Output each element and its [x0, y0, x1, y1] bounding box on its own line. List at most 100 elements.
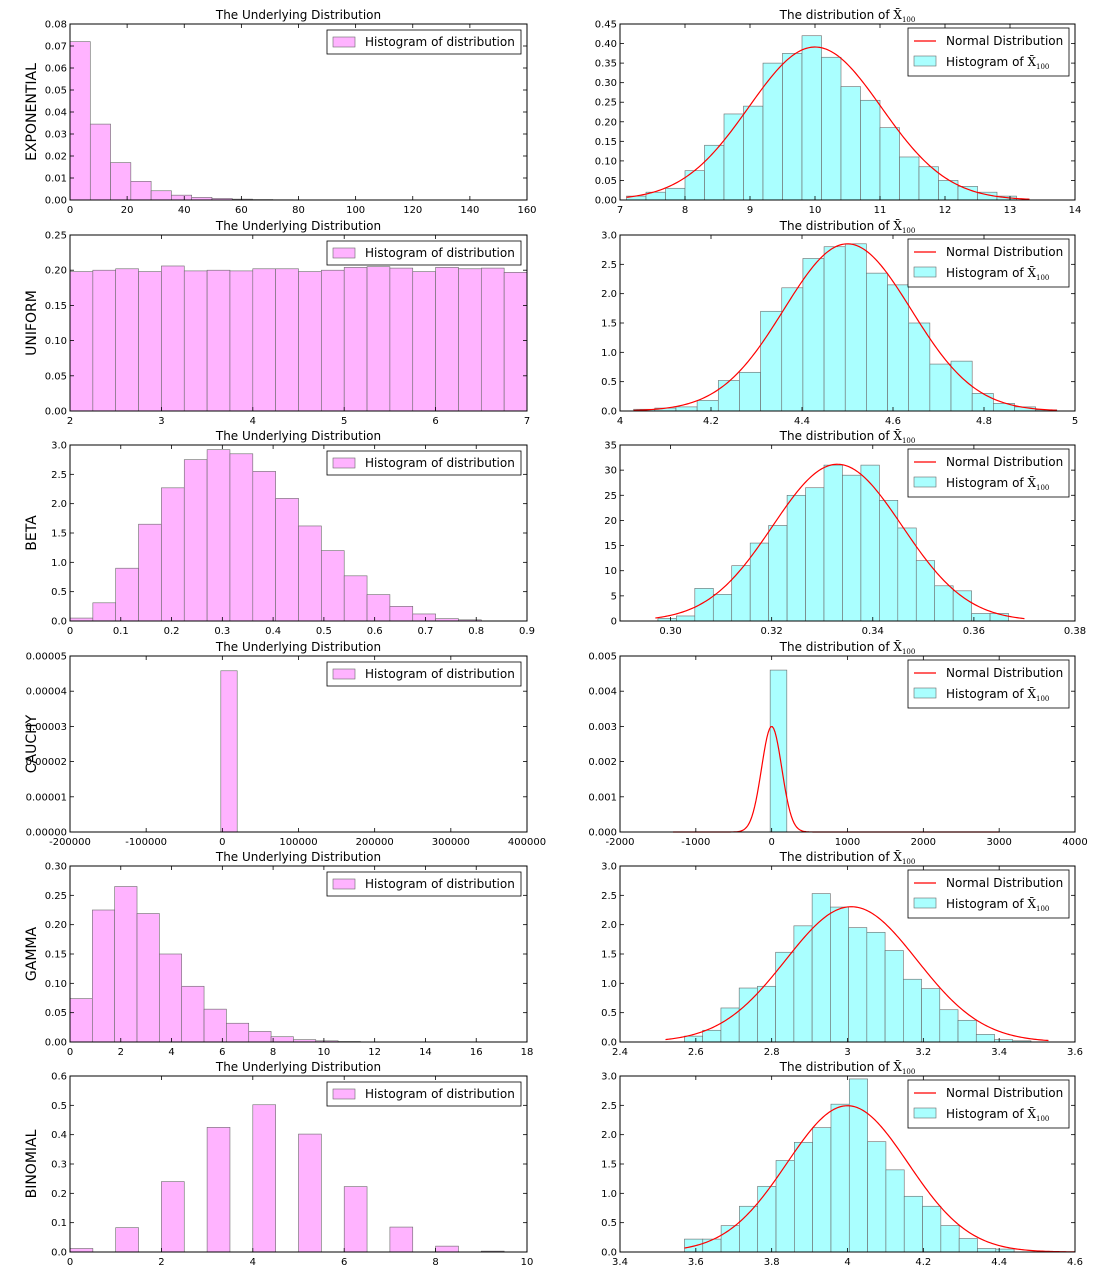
x-tick-label: 3.6: [1067, 1047, 1083, 1058]
uniform-sample-mean-bar: [823, 246, 846, 412]
y-tick-label: 1.5: [51, 529, 67, 540]
x-tick-label: 3.4: [991, 1047, 1007, 1058]
uniform-sample-mean-bar: [802, 258, 825, 412]
beta-underlying-bar: [275, 498, 299, 622]
x-tick-label: 11: [874, 205, 887, 216]
uniform-sample-mean-bar: [929, 363, 952, 412]
x-tick-label: 14: [419, 1047, 432, 1058]
legend-swatch: [332, 1088, 356, 1100]
beta-underlying-panel: 0 0.1 0.2 0.3 0.4 0.5 0.6 0.7 0.8 0.9 0.0 0.5 1.0 1.5…: [24, 429, 535, 637]
exponential-sample-mean-panel: 7 8 9 10 11 12 13 14 0.00 0.05 0.10 0.15 0.20 0.25 0.3…: [595, 7, 1082, 216]
y-tick-label: 2.5: [601, 891, 617, 902]
gamma-underlying-bar: [92, 909, 115, 1043]
row-label: BINOMIAL: [24, 1129, 40, 1198]
uniform-underlying-axes: [69, 234, 528, 412]
gamma-sample-mean-bar: [975, 1034, 995, 1043]
binomial-sample-mean-bar: [830, 1103, 850, 1253]
y-tick-label: 3.0: [601, 862, 617, 873]
y-tick-label: 0.5: [51, 1101, 67, 1112]
x-tick-label: 8: [432, 1257, 438, 1268]
exponential-underlying-bar: [110, 162, 132, 201]
uniform-underlying-bar: [92, 269, 116, 412]
uniform-underlying-bar: [321, 269, 345, 412]
exponential-underlying-bar: [171, 194, 192, 201]
panel-title: The distribution of X̄100: [779, 639, 916, 656]
y-tick-label: 0.1: [51, 1218, 67, 1229]
beta-underlying-bar: [206, 449, 231, 622]
x-tick-label: 100: [346, 205, 365, 216]
x-tick-label: 0.6: [367, 626, 383, 637]
x-tick-label: 0.1: [113, 626, 129, 637]
x-tick-label: 2: [158, 1257, 164, 1268]
gamma-sample-mean-bar: [684, 1035, 704, 1043]
x-tick-label: 3: [158, 416, 164, 427]
legend-label: Histogram of distribution: [365, 456, 515, 470]
y-tick-label: 1.0: [51, 558, 67, 569]
x-tick-label: 0.4: [265, 626, 281, 637]
exponential-sample-mean-bar: [879, 127, 900, 201]
uniform-underlying-bar: [298, 271, 322, 412]
x-tick-label: 8: [682, 205, 688, 216]
beta-underlying-bar: [92, 602, 116, 622]
binomial-sample-mean-panel: 3.4 3.6 3.8 4 4.2 4.4 4.6 0.0 0.5 1.0 1.5 2.0 2.5 3.0…: [601, 1059, 1083, 1268]
beta-underlying-bar: [229, 453, 254, 622]
x-tick-label: 2.8: [764, 1047, 780, 1058]
legend-label: Histogram of distribution: [365, 246, 515, 260]
y-tick-label: 0.15: [45, 950, 67, 961]
x-tick-label: 7: [617, 205, 623, 216]
uniform-underlying-bar: [183, 270, 208, 412]
y-tick-label: 0.00005: [26, 652, 67, 663]
cauchy-underlying-legend: Histogram of distribution: [326, 661, 522, 687]
panel-title: The distribution of X̄100: [779, 218, 916, 235]
binomial-sample-mean-bar: [848, 1078, 868, 1253]
uniform-underlying-bar: [503, 272, 528, 412]
exponential-sample-mean-bar: [899, 156, 920, 201]
x-tick-label: 8: [270, 1047, 276, 1058]
uniform-underlying-bar: [138, 271, 162, 412]
legend-label: Histogram of X̄100: [946, 475, 1049, 492]
uniform-underlying-bar: [458, 268, 482, 412]
x-tick-label: -2000: [605, 837, 634, 848]
y-tick-label: 0.002: [588, 757, 617, 768]
beta-sample-mean-bar: [952, 590, 972, 622]
y-tick-label: 25: [604, 491, 617, 502]
gamma-sample-mean-bar: [884, 950, 904, 1043]
binomial-underlying-bar: [161, 1181, 185, 1253]
y-tick-label: 0.45: [595, 20, 617, 31]
uniform-underlying-panel: 2 3 4 5 6 7 0.00 0.05 0.10 0.15 0.20 0.25 The Underl…: [24, 219, 530, 427]
y-tick-label: 1.5: [601, 950, 617, 961]
uniform-underlying-bar: [389, 267, 414, 412]
gamma-sample-mean-bar: [866, 931, 886, 1043]
x-tick-label: 2: [67, 416, 73, 427]
beta-sample-mean-bar: [934, 585, 954, 622]
gamma-underlying-bar: [248, 1031, 272, 1043]
uniform-sample-mean-bar: [950, 360, 973, 412]
legend-swatch: [332, 36, 356, 48]
panel-title: The Underlying Distribution: [215, 640, 381, 654]
beta-underlying-bar: [161, 487, 185, 622]
y-tick-label: 0.4: [51, 1130, 67, 1141]
legend-swatch: [913, 266, 937, 278]
x-tick-label: 160: [517, 205, 536, 216]
exponential-sample-mean-axes: [619, 23, 1076, 201]
x-tick-label: 2: [118, 1047, 124, 1058]
x-tick-label: 3: [844, 1047, 850, 1058]
exponential-sample-mean-bar: [840, 86, 861, 201]
binomial-sample-mean-bar: [702, 1238, 722, 1253]
x-tick-label: 60: [235, 205, 248, 216]
panel-title: The distribution of X̄100: [779, 1059, 916, 1076]
exponential-underlying-legend: Histogram of distribution: [326, 29, 522, 55]
gamma-sample-mean-panel: 2.4 2.6 2.8 3 3.2 3.4 3.6 0.0 0.5 1.0 1.5 2.0 2.5 3.0…: [601, 849, 1083, 1058]
y-tick-label: 2.5: [601, 260, 617, 271]
legend-box: [326, 871, 522, 897]
uniform-sample-mean-bar: [675, 406, 698, 412]
beta-sample-mean-bar: [694, 588, 714, 622]
legend-box: [326, 661, 522, 687]
beta-sample-mean-bar: [842, 474, 862, 622]
x-tick-label: -1000: [681, 837, 710, 848]
beta-sample-mean-legend: Normal Distribution Histogram of X̄100: [907, 448, 1070, 498]
legend-label: Normal Distribution: [946, 666, 1063, 680]
gamma-sample-mean-bar: [903, 978, 922, 1043]
gamma-underlying-bar: [181, 985, 205, 1043]
